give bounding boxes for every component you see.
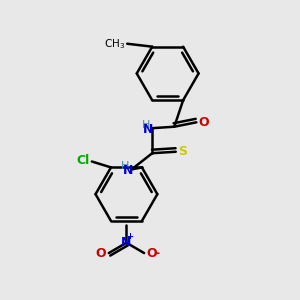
Text: N: N bbox=[143, 123, 154, 136]
Text: O: O bbox=[199, 116, 209, 129]
Text: O: O bbox=[96, 247, 106, 260]
Text: N: N bbox=[123, 164, 133, 176]
Text: O: O bbox=[146, 247, 157, 260]
Text: +: + bbox=[127, 232, 134, 242]
Text: -: - bbox=[154, 247, 160, 260]
Text: CH$_3$: CH$_3$ bbox=[103, 37, 125, 51]
Text: H: H bbox=[121, 161, 129, 171]
Text: H: H bbox=[142, 120, 150, 130]
Text: S: S bbox=[178, 145, 187, 158]
Text: N: N bbox=[121, 236, 132, 249]
Text: Cl: Cl bbox=[77, 154, 90, 167]
